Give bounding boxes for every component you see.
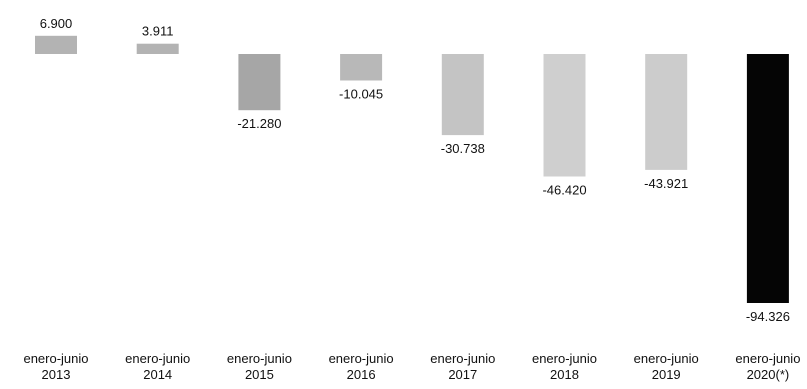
category-labels-group: enero-junio 2013 enero-junio 2014 enero-juni…: [23, 351, 800, 382]
value-label: -21.280: [237, 116, 281, 131]
bar-2018: [543, 54, 586, 177]
category-label: enero-junio 2014: [125, 351, 190, 382]
value-labels-group: 6.900 3.911 -21.280 -10.045 -30.738 -46.420 -4…: [40, 16, 790, 324]
bar-2016: [340, 54, 383, 81]
bars-group: [35, 35, 789, 303]
bar-2020: [746, 54, 789, 303]
category-label: enero-junio 2013: [23, 351, 88, 382]
value-label: -46.420: [542, 183, 586, 198]
category-label: enero-junio 2018: [532, 351, 597, 382]
bar-2017: [441, 54, 484, 136]
bar-2014: [136, 43, 179, 54]
value-label: 3.911: [142, 24, 174, 39]
category-label: enero-junio 2019: [634, 351, 699, 382]
bar-2015: [238, 54, 281, 111]
category-label: enero-junio 2020(*): [735, 351, 800, 382]
category-label: enero-junio 2015: [227, 351, 292, 382]
category-label: enero-junio 2016: [329, 351, 394, 382]
value-label: -43.921: [644, 176, 688, 191]
bar-2013: [35, 35, 77, 54]
bar-2019: [645, 54, 688, 170]
value-label: -10.045: [339, 87, 383, 102]
value-label: 6.900: [40, 16, 73, 31]
value-label: -30.738: [441, 141, 485, 156]
value-label: -94.326: [746, 309, 790, 324]
category-label: enero-junio 2017: [430, 351, 495, 382]
